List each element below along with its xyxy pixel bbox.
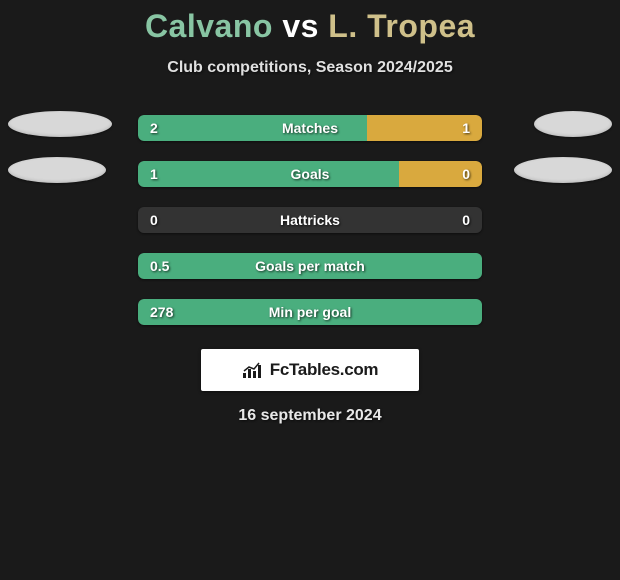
player1-name: Calvano bbox=[145, 8, 273, 44]
vs-label: vs bbox=[282, 8, 319, 44]
stat-label: Min per goal bbox=[138, 299, 482, 325]
right-oval-indicator bbox=[534, 111, 612, 137]
stat-bar: 0.5Goals per match bbox=[138, 253, 482, 279]
page-title: Calvano vs L. Tropea bbox=[0, 8, 620, 45]
stat-row: 00Hattricks bbox=[0, 197, 620, 243]
subtitle: Club competitions, Season 2024/2025 bbox=[0, 59, 620, 77]
stat-label: Goals bbox=[138, 161, 482, 187]
player2-name: L. Tropea bbox=[328, 8, 475, 44]
stat-rows: 21Matches 10Goals 00Hattricks 0.5Goals per … bbox=[0, 105, 620, 335]
brand-badge: FcTables.com bbox=[201, 349, 419, 391]
stat-label: Hattricks bbox=[138, 207, 482, 233]
left-oval-indicator bbox=[8, 111, 112, 137]
stat-bar: 00Hattricks bbox=[138, 207, 482, 233]
stat-label: Matches bbox=[138, 115, 482, 141]
stat-bar: 21Matches bbox=[138, 115, 482, 141]
stat-label: Goals per match bbox=[138, 253, 482, 279]
stat-bar: 278Min per goal bbox=[138, 299, 482, 325]
date-label: 16 september 2024 bbox=[0, 407, 620, 425]
stat-row: 278Min per goal bbox=[0, 289, 620, 335]
stat-row: 0.5Goals per match bbox=[0, 243, 620, 289]
brand-chart-icon bbox=[242, 361, 264, 379]
comparison-container: Calvano vs L. Tropea Club competitions, … bbox=[0, 0, 620, 425]
brand-text: FcTables.com bbox=[270, 360, 379, 380]
stat-bar: 10Goals bbox=[138, 161, 482, 187]
stat-row: 21Matches bbox=[0, 105, 620, 151]
stat-row: 10Goals bbox=[0, 151, 620, 197]
left-oval-indicator bbox=[8, 157, 106, 183]
right-oval-indicator bbox=[514, 157, 612, 183]
